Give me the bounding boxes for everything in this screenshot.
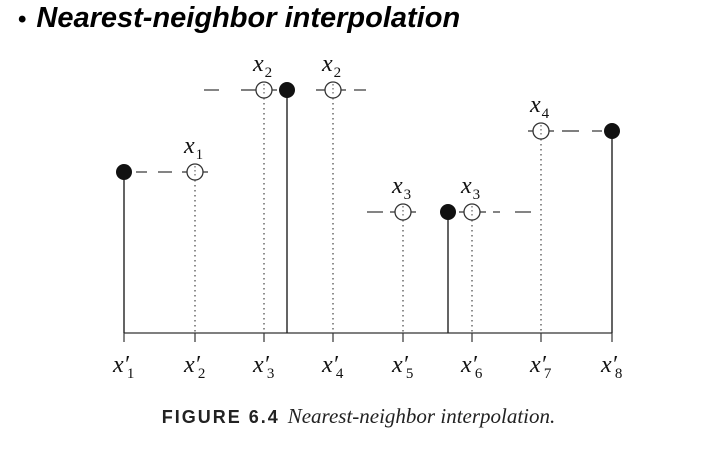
axis-label: x′5 <box>391 352 413 382</box>
axis-label: x′8 <box>600 352 622 382</box>
sample-label: x3 <box>460 173 480 203</box>
sample-label: x1 <box>183 133 203 163</box>
original-sample-stems <box>123 90 613 333</box>
axis-label: x′2 <box>183 352 205 382</box>
slide-title: • Nearest-neighbor interpolation <box>18 2 460 35</box>
axis-label: x′1 <box>112 352 134 382</box>
axis-label: x′4 <box>321 352 344 382</box>
sample-label: x2 <box>321 51 341 81</box>
axis-label: x′6 <box>460 352 483 382</box>
sample-label: x3 <box>391 173 411 203</box>
interpolated-point <box>532 122 550 140</box>
original-samples <box>116 82 620 220</box>
axis-ticks <box>123 333 613 342</box>
interpolated-point <box>463 203 481 221</box>
sample-label: x4 <box>529 92 550 122</box>
original-point <box>604 123 620 139</box>
interpolated-sample-stems <box>194 98 542 333</box>
figure-caption-text: Nearest-neighbor interpolation. <box>287 404 556 428</box>
axis-label: x′7 <box>529 352 552 382</box>
bullet-icon: • <box>18 6 27 33</box>
interpolated-point <box>186 163 204 181</box>
interpolated-point <box>324 81 342 99</box>
original-point <box>116 164 132 180</box>
original-point <box>279 82 295 98</box>
figure-caption: FIGURE 6.4 Nearest-neighbor interpolation… <box>0 404 717 429</box>
sample-label: x2 <box>252 51 272 81</box>
slide-title-text: Nearest-neighbor interpolation <box>36 2 461 34</box>
original-point <box>440 204 456 220</box>
interpolated-samples <box>186 81 550 221</box>
axis-label: x′3 <box>252 352 274 382</box>
interpolated-point <box>255 81 273 99</box>
interpolated-point <box>394 203 412 221</box>
figure-caption-label: FIGURE 6.4 <box>161 407 280 427</box>
interpolated-center-marks <box>194 84 542 218</box>
